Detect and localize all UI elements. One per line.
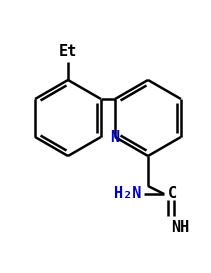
Text: C: C xyxy=(168,186,177,201)
Text: N: N xyxy=(111,129,120,144)
Text: H₂N: H₂N xyxy=(114,186,142,201)
Text: NH: NH xyxy=(171,221,189,236)
Text: Et: Et xyxy=(59,44,77,60)
